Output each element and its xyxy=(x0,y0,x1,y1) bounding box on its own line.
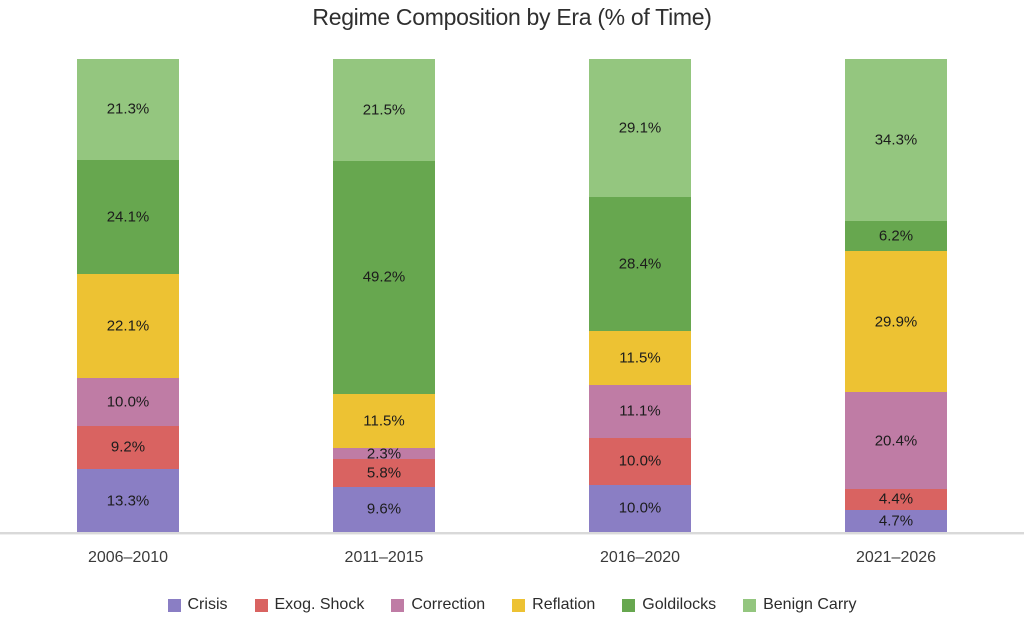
legend-item-exog-shock: Exog. Shock xyxy=(254,596,365,614)
legend-label: Crisis xyxy=(187,596,228,613)
bar-segment-exog-shock: 10.0% xyxy=(589,437,691,485)
legend-swatch-icon xyxy=(167,598,181,612)
segment-label: 20.4% xyxy=(874,432,918,450)
segment-label: 9.6% xyxy=(366,500,402,518)
bar-segment-crisis: 13.3% xyxy=(77,469,179,532)
segment-label: 5.8% xyxy=(366,464,402,482)
legend-swatch-icon xyxy=(254,598,268,612)
bar-segment-exog-shock: 4.4% xyxy=(845,488,947,510)
legend-label: Reflation xyxy=(532,596,596,613)
legend-label: Goldilocks xyxy=(642,596,717,613)
bar-segment-reflation: 29.9% xyxy=(845,250,947,393)
segment-label: 29.1% xyxy=(618,119,662,137)
legend-item-crisis: Crisis xyxy=(167,596,228,614)
bar-group: 13.3% 9.2% 10.0% 22.1% 24.1% 21.3% xyxy=(77,59,179,532)
bar-segment-reflation: 11.5% xyxy=(333,393,435,449)
x-tick-label: 2011–2015 xyxy=(344,549,424,566)
x-axis-line xyxy=(0,532,1024,535)
segment-label: 4.7% xyxy=(878,512,914,530)
legend: Crisis Exog. Shock Correction Reflation Gold… xyxy=(0,596,1024,614)
bar-segment-goldilocks: 24.1% xyxy=(77,159,179,274)
segment-label: 10.0% xyxy=(618,499,662,517)
x-tick-label: 2006–2010 xyxy=(87,549,169,566)
segment-label: 24.1% xyxy=(106,208,150,226)
bar-segment-crisis: 4.7% xyxy=(845,509,947,532)
bar-segment-goldilocks: 28.4% xyxy=(589,196,691,331)
segment-label: 10.0% xyxy=(106,393,150,411)
legend-label: Benign Carry xyxy=(763,596,857,613)
segment-label: 11.5% xyxy=(363,412,405,430)
bar-segment-reflation: 11.5% xyxy=(589,330,691,386)
bar-segment-reflation: 22.1% xyxy=(77,273,179,379)
legend-label: Exog. Shock xyxy=(274,596,365,613)
legend-item-reflation: Reflation xyxy=(512,596,595,614)
segment-label: 29.9% xyxy=(874,313,918,331)
legend-item-goldilocks: Goldilocks xyxy=(622,596,716,614)
segment-label: 11.1% xyxy=(619,402,661,420)
segment-label: 9.2% xyxy=(110,438,146,456)
legend-swatch-icon xyxy=(512,598,526,612)
bar-group: 10.0% 10.0% 11.1% 11.5% 28.4% 29.1% xyxy=(589,59,691,532)
legend-swatch-icon xyxy=(743,598,757,612)
segment-label: 11.5% xyxy=(619,349,661,367)
segment-label: 10.0% xyxy=(618,452,662,470)
segment-label: 13.3% xyxy=(106,492,150,510)
bar-segment-benign-carry: 21.3% xyxy=(77,59,179,160)
bar-segment-correction: 11.1% xyxy=(589,385,691,438)
segment-label: 28.4% xyxy=(618,255,662,273)
bar-segment-correction: 10.0% xyxy=(77,378,179,426)
segment-label: 21.5% xyxy=(362,101,406,119)
segment-label: 34.3% xyxy=(874,131,918,149)
bar-segment-exog-shock: 9.2% xyxy=(77,425,179,470)
segment-label: 2.3% xyxy=(366,445,402,463)
bar-group: 9.6% 5.8% 2.3% 11.5% 49.2% 21.5% xyxy=(333,59,435,532)
bar-segment-goldilocks: 49.2% xyxy=(333,160,435,394)
x-tick-label: 2016–2020 xyxy=(599,549,681,566)
segment-label: 21.3% xyxy=(106,100,150,118)
segment-label: 4.4% xyxy=(878,490,914,508)
bar-segment-crisis: 9.6% xyxy=(333,486,435,532)
bar-segment-benign-carry: 29.1% xyxy=(589,59,691,197)
legend-item-benign-carry: Benign Carry xyxy=(743,596,856,614)
bar-segment-benign-carry: 21.5% xyxy=(333,59,435,161)
x-tick-label: 2021–2026 xyxy=(855,549,937,566)
legend-item-correction: Correction xyxy=(391,596,485,614)
bar-segment-benign-carry: 34.3% xyxy=(845,59,947,222)
legend-swatch-icon xyxy=(391,598,405,612)
bar-group: 4.7% 4.4% 20.4% 29.9% 6.2% 34.3% xyxy=(845,59,947,532)
bar-segment-correction: 20.4% xyxy=(845,392,947,489)
bar-segment-exog-shock: 5.8% xyxy=(333,459,435,487)
segment-label: 6.2% xyxy=(878,227,914,245)
bar-segment-goldilocks: 6.2% xyxy=(845,221,947,251)
segment-label: 22.1% xyxy=(106,317,150,335)
segment-label: 49.2% xyxy=(362,268,406,286)
bar-segment-correction: 2.3% xyxy=(333,445,435,463)
legend-label: Correction xyxy=(411,596,486,613)
bar-segment-crisis: 10.0% xyxy=(589,484,691,532)
plot-area: 13.3% 9.2% 10.0% 22.1% 24.1% 21.3% 9.6% 5.8% 2.3… xyxy=(0,59,1024,532)
legend-swatch-icon xyxy=(622,598,636,612)
chart-title: Regime Composition by Era (% of Time) xyxy=(312,4,712,30)
